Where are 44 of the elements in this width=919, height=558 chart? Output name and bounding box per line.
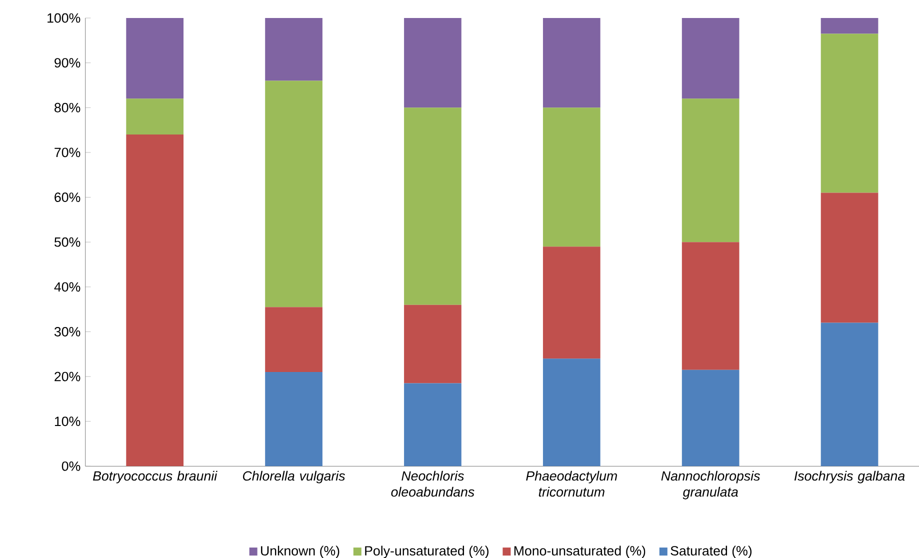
y-tick-label: 50% bbox=[54, 237, 80, 247]
y-tick-label: 60% bbox=[54, 192, 80, 202]
legend-label: Unknown (%) bbox=[261, 546, 340, 558]
bar bbox=[820, 18, 878, 34]
legend-label: Saturated (%) bbox=[670, 546, 752, 558]
bar bbox=[682, 98, 740, 242]
y-tick-label: 30% bbox=[54, 326, 80, 336]
y-tick-label: 0% bbox=[62, 461, 80, 471]
x-tick-label: Nannochloropsis granulata bbox=[661, 470, 760, 500]
bar bbox=[404, 18, 462, 108]
y-tick-label: 70% bbox=[54, 148, 80, 158]
bar bbox=[265, 372, 322, 466]
bar bbox=[404, 304, 462, 384]
bar bbox=[265, 306, 322, 372]
x-tick-label: Phaeodactylum tricornutum bbox=[526, 470, 617, 497]
legend-label: Poly-unsaturated (%) bbox=[365, 546, 488, 558]
bar bbox=[820, 192, 878, 323]
bar bbox=[542, 108, 600, 246]
x-tick-label: Chlorella vulgaris bbox=[242, 470, 345, 484]
bar bbox=[542, 358, 600, 466]
bar bbox=[820, 322, 878, 466]
y-tick-label: 80% bbox=[54, 102, 80, 112]
bar bbox=[820, 34, 878, 193]
x-tick-label: Botryococcus braunii bbox=[92, 470, 218, 484]
bar bbox=[682, 370, 740, 466]
bar bbox=[542, 246, 600, 359]
legend-label: Mono-unsaturated (%) bbox=[514, 546, 646, 558]
y-tick-label: 40% bbox=[54, 282, 80, 292]
bar bbox=[126, 134, 184, 466]
bar bbox=[265, 80, 322, 307]
x-tick-label: Neochloris oleoabundans bbox=[391, 470, 474, 497]
bar bbox=[126, 98, 184, 134]
bar bbox=[265, 18, 322, 81]
bar bbox=[404, 108, 462, 305]
bar bbox=[542, 18, 600, 108]
y-tick-label: 90% bbox=[54, 58, 80, 68]
bar bbox=[404, 383, 462, 466]
y-tick-label: 100% bbox=[48, 13, 80, 23]
x-tick-label: Isochrysis galbana bbox=[794, 470, 905, 484]
bar bbox=[682, 18, 740, 99]
bar bbox=[682, 242, 740, 370]
bar bbox=[126, 18, 184, 99]
y-tick-label: 10% bbox=[54, 416, 80, 426]
y-tick-label: 20% bbox=[54, 372, 80, 382]
